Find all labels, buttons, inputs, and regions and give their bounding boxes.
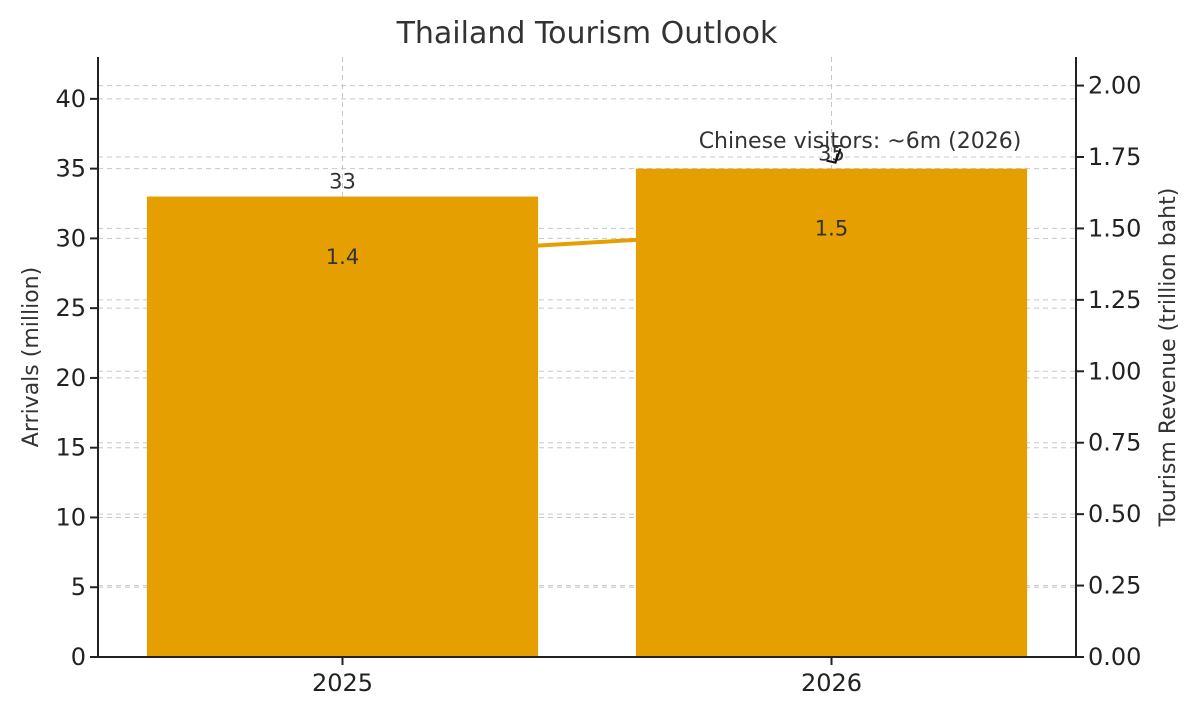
y-tick-label-7: 35 [55, 155, 86, 183]
bars [146, 168, 1028, 657]
revenue-value-label-2026: 1.5 [815, 216, 848, 240]
revenue-point-2025 [338, 253, 347, 261]
revenue-line [338, 224, 836, 261]
x-tick-label-1: 2026 [801, 669, 862, 697]
chart-title: Thailand Tourism Outlook [396, 16, 778, 51]
bar-value-label-2025: 33 [329, 170, 356, 194]
x-tick-label-0: 2025 [312, 669, 373, 697]
y2-tick-label-2: 0.50 [1088, 500, 1141, 528]
y-tick-label-0: 0 [71, 643, 86, 671]
y-tick-label-3: 15 [55, 434, 86, 462]
x-axis-ticks: 2025 2026 [312, 657, 862, 697]
y2-tick-label-0: 0.00 [1088, 643, 1141, 671]
annotation: Chinese visitors: ~6m (2026) [699, 129, 1022, 164]
y-tick-label-8: 40 [55, 85, 86, 113]
y-tick-label-2: 10 [55, 503, 86, 531]
revenue-value-label-2025: 1.4 [326, 245, 359, 269]
bar-2025 [146, 196, 539, 657]
y2-tick-label-8: 2.00 [1088, 72, 1141, 100]
bar-2026 [635, 168, 1028, 657]
y2-tick-label-6: 1.50 [1088, 214, 1141, 242]
y-tick-label-5: 25 [55, 294, 86, 322]
y-tick-label-4: 20 [55, 364, 86, 392]
right-axis-ticks: 0.00 0.25 0.50 0.75 1.00 1.25 1.50 1.75 2.00 [1076, 72, 1141, 671]
y2-tick-label-1: 0.25 [1088, 572, 1141, 600]
y-tick-label-1: 5 [71, 573, 86, 601]
revenue-point-2026 [827, 224, 836, 233]
annotation-text: Chinese visitors: ~6m (2026) [699, 129, 1022, 154]
annotation-arrow [826, 148, 842, 164]
revenue-line-path [342, 226, 832, 259]
y2-tick-label-7: 1.75 [1088, 143, 1141, 171]
y2-tick-label-5: 1.25 [1088, 286, 1141, 314]
y2-tick-label-4: 1.00 [1088, 357, 1141, 385]
y2-axis-label: Tourism Revenue (trillion baht) [1156, 188, 1181, 528]
y2-tick-label-3: 0.75 [1088, 429, 1141, 457]
y-axis-label: Arrivals (million) [19, 267, 44, 447]
y-tick-label-6: 30 [55, 224, 86, 252]
left-axis-ticks: 0 5 10 15 20 25 30 35 40 [55, 85, 98, 671]
